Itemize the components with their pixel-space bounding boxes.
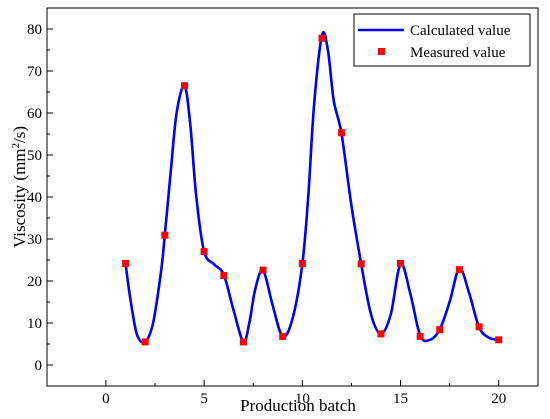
measured-point [220, 272, 228, 279]
x-tick-label: 5 [200, 391, 208, 407]
measured-point [455, 266, 463, 274]
y-tick-label: 50 [27, 148, 42, 164]
measured-point [338, 129, 346, 137]
axis-ticks [47, 28, 500, 386]
y-tick-label: 10 [27, 316, 42, 332]
measured-point [200, 248, 208, 256]
y-tick-label: 60 [27, 106, 42, 122]
measured-point [475, 323, 483, 331]
y-tick-label: 20 [27, 274, 42, 290]
measured-point [397, 259, 404, 267]
tick-labels: 0 5 10 15 20 0 10 20 30 40 50 60 70 80 [27, 22, 506, 407]
x-tick-label: 0 [102, 391, 110, 407]
x-axis-title: Production batch [240, 396, 356, 415]
measured-point [122, 259, 130, 267]
measured-point [161, 231, 169, 239]
x-tick-label: 20 [491, 391, 506, 407]
legend-box [353, 13, 531, 67]
measured-point [259, 266, 267, 274]
measured-point [298, 259, 306, 267]
calculated-value-line [124, 30, 500, 344]
y-axis-title-main: Viscosity (mm [10, 148, 29, 248]
x-tick-label: 10 [295, 391, 310, 407]
legend-marker-sample [378, 48, 385, 55]
y-axis-title-superscript: 2 [10, 143, 22, 149]
y-tick-label: 40 [27, 190, 42, 206]
plot-frame [46, 7, 539, 387]
y-axis-title-end: /s) [10, 126, 29, 143]
measured-point [377, 330, 385, 338]
measured-point [318, 34, 326, 42]
measured-value-markers [122, 34, 503, 346]
y-axis-title: Viscosity (mm2/s) [10, 126, 29, 248]
y-tick-label: 30 [27, 232, 42, 248]
measured-point [495, 336, 503, 344]
measured-point [416, 332, 424, 340]
measured-point [239, 338, 247, 346]
legend-label-calculated: Calculated value [410, 23, 511, 39]
measured-point [181, 82, 188, 90]
measured-point [357, 260, 365, 268]
legend: Calculated value Measured value [353, 13, 531, 67]
measured-point [141, 338, 149, 346]
measured-point [436, 326, 444, 334]
x-tick-label: 15 [393, 391, 408, 407]
measured-point [279, 332, 287, 340]
legend-label-measured: Measured value [410, 45, 506, 61]
y-tick-label: 70 [27, 64, 42, 80]
y-tick-label: 80 [27, 22, 42, 38]
y-tick-label: 0 [35, 358, 43, 374]
